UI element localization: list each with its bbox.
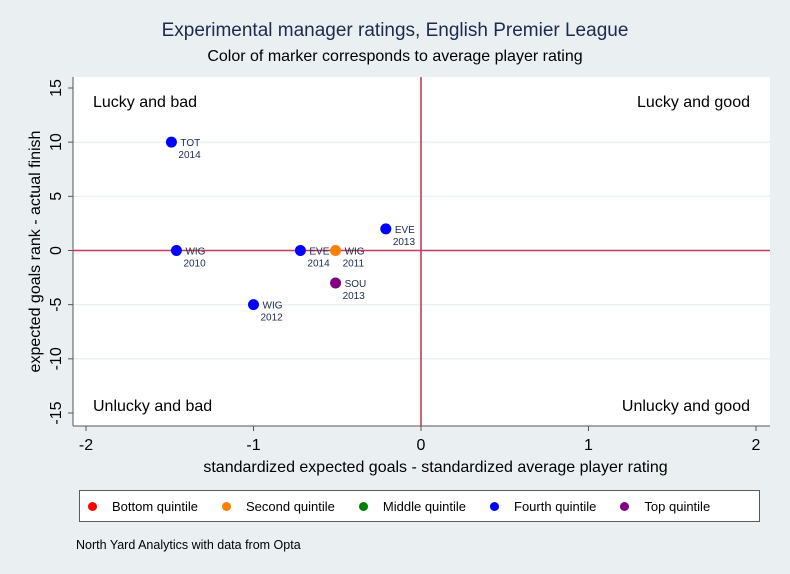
legend-item: Middle quintile <box>358 498 467 514</box>
data-point <box>294 245 306 256</box>
chart-subtitle: Color of marker corresponds to average p… <box>207 48 583 65</box>
point-label-year: 2010 <box>183 259 206 270</box>
data-point <box>380 223 392 235</box>
legend-item: Top quintile <box>620 499 710 514</box>
quadrant-label: Lucky and bad <box>93 94 197 111</box>
legend-label: Middle quintile <box>382 498 467 514</box>
x-tick-label: 1 <box>584 437 593 454</box>
data-point <box>170 245 182 256</box>
point-label-year: 2012 <box>261 313 284 324</box>
quadrant-label: Unlucky and good <box>622 398 750 415</box>
point-label-team: TOT <box>180 138 200 149</box>
data-point <box>248 299 259 311</box>
quadrant-label: Unlucky and bad <box>93 398 212 415</box>
y-tick-label: -10 <box>48 347 65 370</box>
x-tick-label: 0 <box>417 437 426 454</box>
legend-item: Fourth quintile <box>490 499 596 514</box>
legend: Bottom quintile Second quintile Middle qui… <box>79 490 760 522</box>
point-label-year: 2013 <box>343 291 366 302</box>
y-axis-title: expected goals rank - actual finish <box>27 131 44 373</box>
data-point <box>330 277 342 289</box>
point-label-team: WIG <box>345 247 365 258</box>
y-tick-label: -15 <box>48 401 65 424</box>
y-tick-label: 15 <box>48 79 65 97</box>
point-label-team: EVE <box>395 225 415 236</box>
legend-label: Bottom quintile <box>112 498 198 514</box>
point-label-year: 2013 <box>393 237 416 248</box>
legend-label: Second quintile <box>246 498 335 514</box>
legend-marker <box>490 501 500 511</box>
legend-marker <box>358 501 368 511</box>
y-tick-label: 5 <box>48 192 65 201</box>
quadrant-label: Lucky and good <box>637 94 750 111</box>
point-label-team: EVE <box>309 247 329 258</box>
point-label-team: WIG <box>263 301 283 312</box>
x-axis-title: standardized expected goals - standardiz… <box>203 459 667 476</box>
point-label-year: 2011 <box>343 259 365 270</box>
data-point <box>165 136 177 148</box>
legend-item: Second quintile <box>222 499 335 514</box>
point-label-team: WIG <box>185 247 205 258</box>
point-label-team: SOU <box>345 279 367 290</box>
point-label-year: 2014 <box>178 150 201 161</box>
legend-marker <box>88 501 97 511</box>
point-label-year: 2014 <box>307 259 330 270</box>
legend-label: Fourth quintile <box>514 498 597 514</box>
x-tick-label: -1 <box>246 437 260 454</box>
source-note: North Yard Analytics with data from Opta <box>76 538 301 552</box>
y-tick-label: -5 <box>48 297 65 311</box>
legend-item: Bottom quintile <box>88 499 198 514</box>
legend-marker <box>222 501 231 511</box>
y-tick-label: 10 <box>48 133 65 151</box>
legend-label: Top quintile <box>644 498 711 514</box>
data-point <box>330 245 342 256</box>
chart-title: Experimental manager ratings, English Pr… <box>161 20 629 41</box>
legend-marker <box>620 501 630 511</box>
x-tick-label: -2 <box>79 437 93 454</box>
y-tick-label: 0 <box>48 246 65 255</box>
x-tick-label: 2 <box>752 437 761 454</box>
